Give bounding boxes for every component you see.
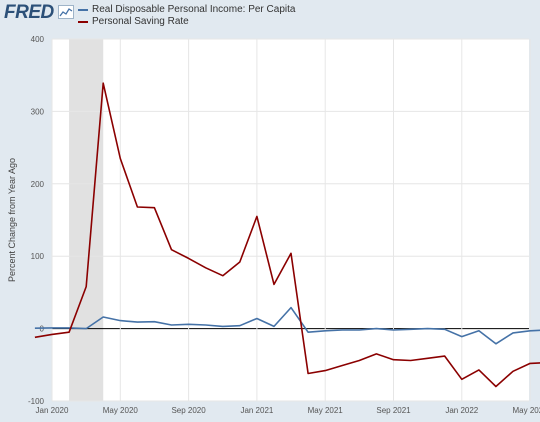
- y-tick-label: 200: [31, 180, 45, 189]
- x-tick-label: May 2021: [308, 406, 344, 415]
- y-tick-label: 300: [31, 107, 45, 116]
- x-tick-label: Jan 2022: [445, 406, 478, 415]
- fred-logo: FRED: [4, 2, 54, 23]
- x-tick-label: Sep 2021: [376, 406, 411, 415]
- chart-line-icon: [58, 5, 74, 19]
- x-tick-label: Jan 2021: [240, 406, 273, 415]
- y-tick-label: -100: [28, 397, 45, 406]
- plot-area: [52, 39, 529, 401]
- y-tick-label: 100: [31, 252, 45, 261]
- legend-label-saving: Personal Saving Rate: [92, 16, 189, 27]
- series-line-income: [34, 306, 540, 345]
- y-tick-label: 0: [40, 325, 45, 334]
- x-tick-label: May 2022: [513, 406, 540, 415]
- legend-item-saving[interactable]: Personal Saving Rate: [78, 16, 295, 28]
- x-tick-label: Jan 2020: [36, 406, 69, 415]
- x-tick-label: May 2020: [103, 406, 139, 415]
- legend: Real Disposable Personal Income: Per Cap…: [78, 4, 295, 28]
- y-tick-label: 400: [31, 35, 45, 44]
- legend-label-income: Real Disposable Personal Income: Per Cap…: [92, 4, 296, 15]
- series-line-saving: [34, 82, 540, 388]
- x-tick-label: Sep 2020: [171, 406, 206, 415]
- legend-swatch-saving: [78, 21, 88, 23]
- recession-shading: [69, 39, 104, 401]
- legend-item-income[interactable]: Real Disposable Personal Income: Per Cap…: [78, 4, 295, 16]
- y-axis-label: Percent Change from Year Ago: [7, 158, 17, 282]
- legend-swatch-income: [78, 9, 88, 11]
